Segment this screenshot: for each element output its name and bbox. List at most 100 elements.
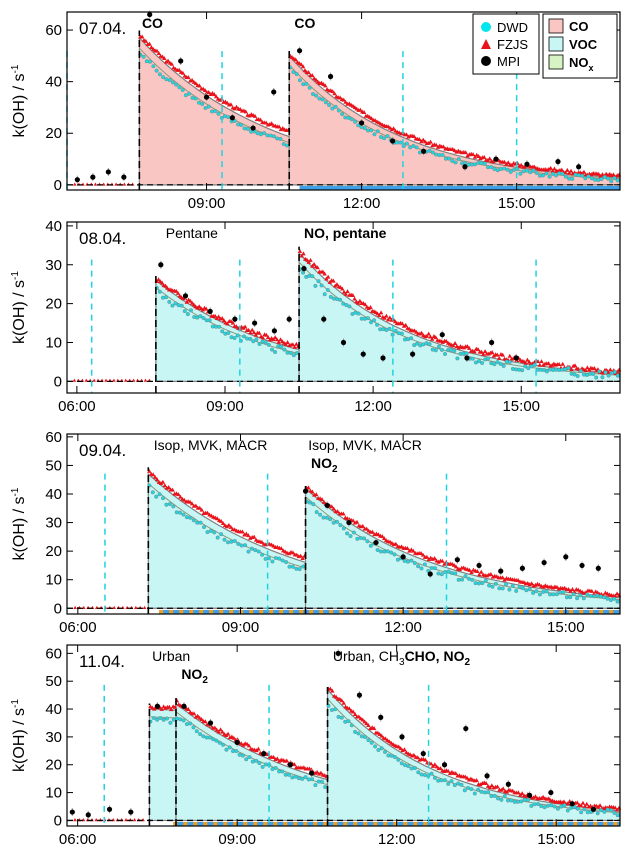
- fzjs-point: [539, 359, 544, 364]
- dwd-point: [549, 803, 554, 808]
- fzjs-point: [352, 711, 358, 716]
- fzjs-baseline: [114, 182, 118, 186]
- xtick-label: 12:00: [354, 398, 392, 415]
- dwd-point: [499, 797, 504, 802]
- dwd-point: [161, 717, 166, 722]
- fzjs-point: [316, 771, 322, 776]
- fzjs-point: [264, 332, 269, 337]
- fzjs-point: [290, 550, 296, 555]
- dwd-point: [535, 802, 540, 807]
- dwd-point: [479, 789, 484, 794]
- dwd-point: [615, 178, 620, 183]
- fzjs-point: [147, 41, 152, 46]
- fzjs-point: [162, 55, 167, 60]
- xtick-label: 15:00: [498, 195, 536, 212]
- fzjs-point: [301, 251, 306, 256]
- injection-label: Pentane: [166, 225, 218, 241]
- dwd-point: [456, 157, 461, 162]
- fzjs-point: [467, 567, 472, 572]
- dwd-point: [446, 569, 451, 574]
- dwd-point: [365, 316, 370, 321]
- dwd-point: [270, 347, 275, 352]
- dwd-point: [225, 540, 230, 545]
- mpi-point: [454, 557, 460, 563]
- dwd-point: [280, 769, 285, 774]
- dwd-point: [408, 145, 413, 150]
- injection-label-part: CO: [142, 15, 163, 31]
- dwd-point: [548, 592, 553, 597]
- fzjs-point: [313, 770, 318, 775]
- dwd-point: [602, 174, 607, 179]
- dwd-point: [499, 166, 504, 171]
- dwd-point: [583, 176, 588, 181]
- fzjs-point: [278, 337, 283, 342]
- dwd-point: [409, 766, 414, 771]
- dwd-point: [236, 541, 241, 546]
- fzjs-point: [330, 688, 335, 693]
- xtick-label: 09:00: [222, 619, 260, 636]
- dwd-point: [164, 295, 169, 300]
- dwd-point: [173, 301, 178, 306]
- injection-label: Isop, MVK, MACR: [154, 437, 268, 453]
- dwd-point: [226, 331, 231, 336]
- fzjs-point: [178, 494, 183, 499]
- dwd-point: [343, 719, 348, 724]
- fzjs-point: [380, 534, 385, 539]
- dwd-point: [554, 173, 559, 178]
- dwd-point: [227, 745, 232, 750]
- fzjs-point: [156, 277, 161, 282]
- fzjs-point: [428, 139, 433, 144]
- mpi-point: [569, 801, 575, 807]
- fzjs-point: [242, 532, 247, 537]
- dwd-point: [297, 567, 302, 572]
- fzjs-point: [199, 507, 204, 512]
- fzjs-point: [506, 160, 511, 165]
- fzjs-point: [260, 335, 266, 340]
- fzjs-point: [230, 320, 235, 325]
- mpi-point: [85, 812, 91, 818]
- fzjs-baseline: [134, 605, 138, 610]
- ytick-label: 40: [45, 701, 62, 718]
- dwd-point: [174, 510, 179, 515]
- panel-07.04.: 0 20 40 60 k(OH) / s-1 09:00 12:00 15:00 07.04. C…: [10, 10, 622, 212]
- dwd-point: [236, 122, 241, 127]
- dwd-point: [285, 143, 290, 148]
- dwd-point: [155, 717, 160, 722]
- fzjs-point: [358, 107, 363, 112]
- fzjs-point: [445, 768, 451, 773]
- dwd-point: [356, 311, 361, 316]
- mpi-point: [182, 293, 189, 299]
- dwd-point: [188, 515, 193, 520]
- dwd-point: [532, 802, 537, 807]
- fzjs-point: [188, 298, 193, 303]
- fzjs-point: [352, 296, 357, 301]
- dwd-point: [280, 558, 285, 563]
- dwd-point: [612, 176, 617, 181]
- dwd-point: [249, 546, 254, 551]
- dwd-point: [416, 564, 421, 569]
- dwd-point: [304, 81, 309, 86]
- dwd-point: [220, 329, 225, 334]
- fzjs-point: [432, 555, 437, 560]
- fzjs-point: [595, 804, 601, 809]
- fzjs-point: [225, 731, 231, 736]
- dwd-point: [372, 132, 377, 137]
- legend-swatch: [548, 54, 564, 70]
- fzjs-point: [139, 34, 145, 39]
- dwd-point: [557, 171, 562, 176]
- fzjs-point: [156, 50, 161, 55]
- fzjs-point: [347, 706, 352, 711]
- xtick-label: 12:00: [343, 195, 381, 212]
- fzjs-point: [340, 286, 345, 291]
- fzjs-point: [396, 744, 401, 749]
- dwd-point: [570, 176, 575, 181]
- fzjs-point: [420, 552, 426, 557]
- fzjs-point: [243, 109, 248, 114]
- dwd-point: [393, 328, 398, 333]
- fzjs-point: [310, 489, 315, 494]
- fzjs-point: [463, 150, 468, 155]
- fzjs-point: [426, 556, 432, 561]
- ylabel: k(OH) / s-1: [10, 64, 28, 137]
- dwd-point: [160, 496, 165, 501]
- dwd-point: [333, 707, 338, 712]
